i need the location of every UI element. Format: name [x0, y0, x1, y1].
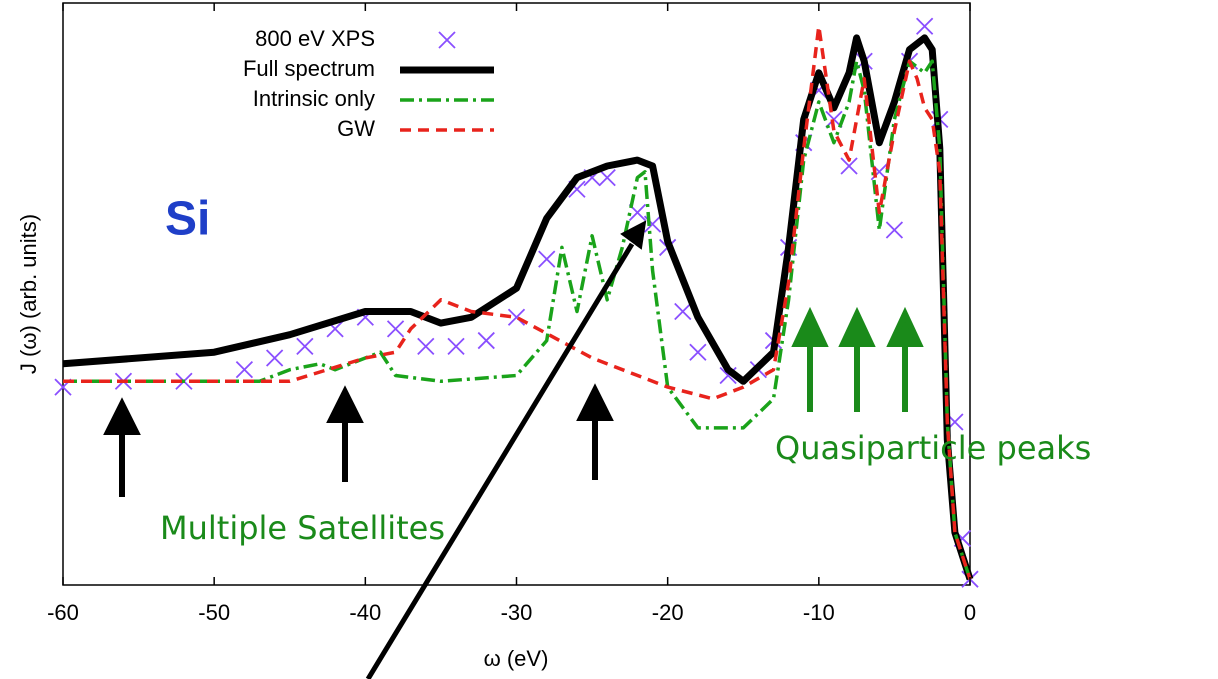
curves — [54, 17, 979, 588]
legend-label: 800 eV XPS — [255, 26, 375, 51]
x-tick-label: 0 — [964, 600, 976, 625]
arrows — [103, 220, 647, 679]
marker — [885, 221, 904, 239]
marker — [447, 337, 465, 356]
plot-frame — [62, 2, 971, 586]
marker — [235, 361, 254, 379]
legend-label: GW — [337, 116, 375, 141]
marker — [477, 331, 495, 350]
marker — [438, 31, 456, 49]
x-tick-label: -10 — [803, 600, 835, 625]
marker — [538, 250, 556, 268]
series-line — [63, 59, 972, 580]
y-axis-label: J (ω) (arb. units) — [16, 214, 41, 374]
x-axis-label: ω (eV) — [484, 646, 549, 671]
series-line — [62, 34, 974, 581]
x-tick-label: -60 — [47, 600, 79, 625]
marker — [840, 157, 858, 175]
legend-label: Intrinsic only — [253, 86, 375, 111]
annotation: Multiple Satellites — [160, 509, 445, 547]
marker — [689, 343, 707, 361]
x-tick-label: -30 — [501, 600, 533, 625]
series-line — [63, 24, 972, 580]
annotation: Quasiparticle peaks — [775, 429, 1091, 467]
marker — [417, 337, 435, 356]
green-arrows — [791, 306, 924, 412]
marker — [598, 168, 616, 187]
x-tick-label: -50 — [198, 600, 230, 625]
x-tick-label: -40 — [349, 600, 381, 625]
x-tick-label: -20 — [652, 600, 684, 625]
marker — [296, 337, 314, 356]
annotation: Si — [165, 193, 210, 246]
marker — [674, 302, 692, 321]
legend-label: Full spectrum — [243, 56, 375, 81]
marker — [507, 308, 526, 326]
marker — [916, 17, 934, 35]
marker — [386, 320, 405, 338]
marker — [265, 349, 284, 367]
